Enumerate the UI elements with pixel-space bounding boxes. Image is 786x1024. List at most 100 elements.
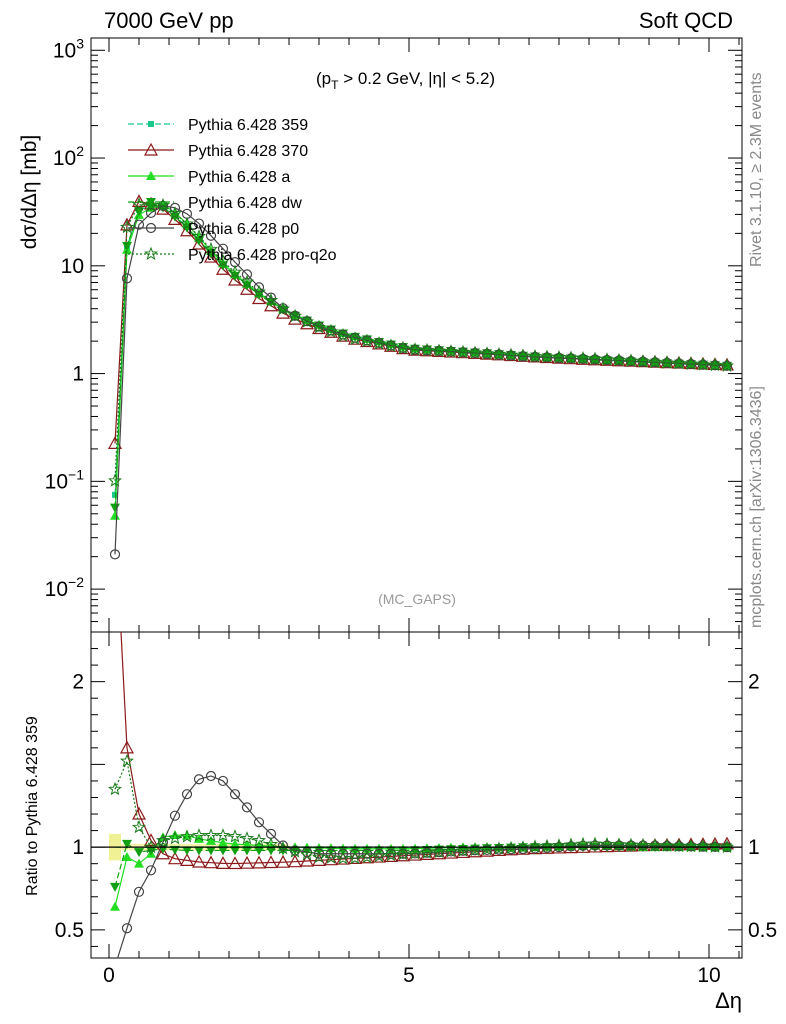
- point-proq2o: [156, 197, 170, 212]
- point-proq2o: [708, 357, 722, 372]
- ratio-point-dw: [398, 846, 408, 856]
- ratio-point-p0: [517, 843, 529, 855]
- ratio-point-dw: [338, 846, 348, 856]
- ratio-point-p0: [205, 770, 217, 782]
- point-dw: [686, 360, 696, 370]
- ratio-point-proq2o: [240, 831, 254, 845]
- ratio-point-a: [218, 837, 228, 847]
- ratio-point-p370: [239, 855, 255, 869]
- bottom-xlabel: Δη: [715, 988, 742, 1013]
- point-dw: [602, 356, 612, 366]
- bottom-y-tick-label: 1: [72, 836, 84, 859]
- ratio-point-p0: [589, 840, 601, 851]
- legend-marker: [144, 246, 158, 261]
- ratio-point-proq2o: [408, 846, 422, 860]
- legend-label: Pythia 6.428 359: [188, 117, 308, 134]
- point-p0: [529, 351, 541, 363]
- point-p0: [169, 202, 181, 213]
- ratio-point-dw: [422, 845, 432, 855]
- ratio-series-p370: [119, 632, 735, 870]
- ratio-point-proq2o: [288, 844, 302, 858]
- tick-exponent: 2: [76, 143, 84, 159]
- ratio-series-a: [110, 829, 732, 911]
- point-proq2o: [540, 349, 554, 363]
- ratio-point-proq2o: [324, 850, 338, 864]
- header-left: 7000 GeV pp: [104, 8, 234, 33]
- top-y-tick-label: 10−1: [45, 466, 85, 493]
- point-dw: [674, 359, 684, 369]
- point-dw: [614, 356, 624, 366]
- point-proq2o: [228, 264, 242, 279]
- point-proq2o: [408, 342, 422, 356]
- ratio-point-p0: [181, 789, 193, 800]
- tick-base: 10: [53, 39, 76, 62]
- bottom-y-tick-label: 2: [72, 671, 84, 694]
- point-proq2o: [192, 229, 206, 243]
- ratio-point-proq2o: [312, 849, 326, 863]
- x-tick-label: 0: [103, 964, 115, 987]
- ratio-point-proq2o: [648, 838, 662, 852]
- ratio-point-p370: [299, 853, 315, 867]
- bottom-plot-area: 0 5 10 0.5 0.5 1 1 2 2: [55, 631, 777, 987]
- ratio-point-proq2o: [660, 838, 674, 852]
- ratio-point-proq2o: [552, 838, 566, 852]
- ratio-point-p0: [193, 774, 205, 785]
- ratio-point-proq2o: [372, 848, 386, 863]
- top-y-tick-label: 102: [53, 143, 84, 170]
- ratio-point-p0: [577, 840, 589, 851]
- side-label-rivet: Rivet 3.1.10, ≥ 2.3M events: [748, 72, 765, 267]
- legend-label: Pythia 6.428 p0: [188, 221, 299, 238]
- point-proq2o: [624, 353, 638, 367]
- ratio-point-proq2o: [252, 833, 266, 847]
- legend-item-p370: Pythia 6.428 370: [128, 142, 308, 160]
- ratio-point-proq2o: [720, 839, 734, 854]
- point-proq2o: [720, 358, 734, 372]
- point-proq2o: [528, 349, 542, 363]
- tick-exponent: −2: [68, 574, 84, 590]
- point-proq2o: [588, 351, 602, 365]
- ratio-point-p370: [167, 851, 183, 865]
- ratio-line-a: [114, 834, 727, 907]
- point-proq2o: [432, 343, 446, 357]
- ratio-point-proq2o: [444, 844, 458, 858]
- cut-annotation-part-b: > 0.2 GeV, |η| < 5.2): [338, 69, 495, 88]
- ratio-point-proq2o: [528, 839, 542, 853]
- point-proq2o: [600, 352, 614, 366]
- ratio-point-proq2o: [300, 847, 314, 861]
- point-proq2o: [648, 354, 662, 369]
- point-p0: [121, 273, 133, 284]
- tick-base: 10: [53, 147, 76, 170]
- watermark: (MC_GAPS): [378, 591, 456, 607]
- tick-exponent: −1: [68, 466, 84, 482]
- ratio-point-proq2o: [156, 833, 170, 847]
- ratio-point-proq2o: [468, 842, 482, 857]
- point-p370: [179, 223, 195, 237]
- ratio-point-p0: [229, 789, 241, 800]
- ratio-point-a: [230, 839, 240, 849]
- point-proq2o: [372, 336, 386, 350]
- ratio-point-proq2o: [360, 849, 374, 864]
- point-dw: [638, 358, 648, 368]
- ratio-point-dw: [182, 846, 192, 856]
- legend-item-a: Pythia 6.428 a: [128, 169, 290, 186]
- point-proq2o: [420, 342, 434, 357]
- point-proq2o: [120, 219, 134, 234]
- ratio-point-proq2o: [216, 828, 230, 842]
- tick-exponent: 3: [76, 35, 84, 51]
- point-p0: [517, 351, 529, 362]
- top-y-tick-label: 10: [61, 255, 84, 278]
- point-dw: [662, 359, 672, 369]
- point-proq2o: [576, 351, 590, 365]
- ratio-point-proq2o: [384, 847, 398, 862]
- ratio-point-dw: [134, 848, 144, 858]
- cut-annotation-part-a: (p: [316, 69, 331, 88]
- side-label-mcplots: mcplots.cern.ch [arXiv:1306.3436]: [748, 386, 765, 628]
- ratio-point-proq2o: [516, 840, 530, 854]
- ratio-line-proq2o: [114, 758, 728, 859]
- point-dw: [650, 358, 660, 368]
- ratio-point-p0: [121, 923, 133, 934]
- x-tick-label: 5: [403, 964, 415, 987]
- ratio-point-proq2o: [696, 839, 710, 853]
- point-dw: [110, 503, 120, 513]
- ratio-point-dw: [410, 846, 420, 856]
